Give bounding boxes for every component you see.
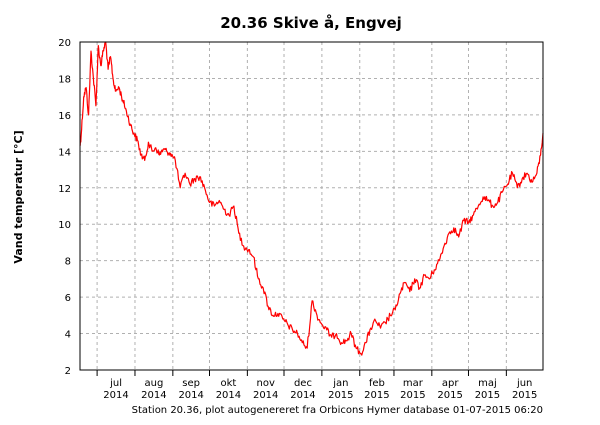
x-tick-year: 2014: [103, 390, 128, 401]
x-tick-year: 2015: [512, 390, 537, 401]
series-layer: [79, 41, 544, 356]
x-tick-year: 2014: [178, 390, 203, 401]
chart-title: 20.36 Skive å, Engvej: [220, 14, 402, 32]
x-tick-year: 2015: [364, 390, 389, 401]
footer-note: Station 20.36, plot autogenereret fra Or…: [132, 405, 543, 416]
y-tick-label: 20: [58, 38, 71, 49]
x-tick-month: jan: [332, 378, 348, 389]
x-tick-month: feb: [369, 378, 385, 389]
x-tick-year: 2014: [253, 390, 278, 401]
x-tick-month: mar: [403, 378, 424, 389]
x-tick-month: jul: [109, 378, 122, 389]
x-tick-month: sep: [182, 378, 200, 389]
y-axis-label: Vand temperatur [°C]: [12, 130, 25, 263]
x-tick-month: okt: [221, 378, 237, 389]
y-tick-label: 2: [65, 366, 71, 377]
y-tick-label: 4: [65, 330, 71, 341]
y-tick-label: 14: [58, 147, 71, 158]
x-tick-year: 2015: [328, 390, 353, 401]
gridlines: [80, 42, 543, 370]
y-tick-label: 16: [58, 111, 71, 122]
x-tick-month: jun: [516, 378, 532, 389]
series-line: [79, 41, 544, 356]
y-tick-label: 8: [65, 257, 71, 268]
plot-frame: [79, 41, 544, 371]
x-tick-month: dec: [294, 378, 312, 389]
y-tick-label: 6: [65, 293, 71, 304]
y-tick-label: 18: [58, 74, 71, 85]
x-tick-year: 2014: [290, 390, 315, 401]
y-tick-label: 10: [58, 220, 71, 231]
x-tick-year: 2015: [475, 390, 500, 401]
y-ticks: 2 4 6 8 10 12 14 16 18 20: [58, 38, 71, 377]
x-ticks: jul2014aug2014sep2014okt2014nov2014dec20…: [96, 370, 537, 401]
x-tick-year: 2015: [400, 390, 425, 401]
x-tick-month: aug: [144, 378, 163, 389]
x-tick-month: nov: [257, 378, 275, 389]
y-tick-label: 12: [58, 184, 71, 195]
x-tick-year: 2014: [141, 390, 166, 401]
x-tick-year: 2015: [437, 390, 462, 401]
x-tick-month: maj: [478, 378, 497, 389]
x-tick-month: apr: [442, 378, 459, 389]
x-tick-year: 2014: [216, 390, 241, 401]
